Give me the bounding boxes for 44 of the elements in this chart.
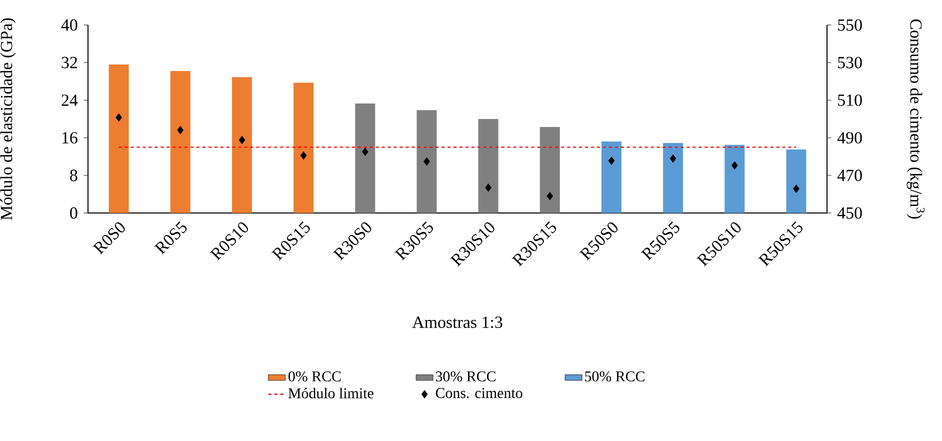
point xyxy=(793,184,800,193)
point xyxy=(424,157,430,166)
bar xyxy=(355,103,376,213)
bar xyxy=(294,82,314,213)
y-axis-title: Módulo de elasticidade (GPa) xyxy=(0,18,16,220)
legend-label: 50% RCC xyxy=(585,371,644,382)
y2-tick-label: 470 xyxy=(837,170,862,182)
y2-tick-label: 510 xyxy=(838,94,862,106)
bar xyxy=(663,142,684,213)
point xyxy=(362,148,368,156)
point xyxy=(608,156,615,165)
legend-label: 30% RCC xyxy=(436,371,496,382)
bar xyxy=(786,150,806,213)
y-tick-label: 8 xyxy=(70,170,78,182)
legend-label: 0% RCC xyxy=(288,371,341,382)
y-tick-label: 24 xyxy=(62,94,78,106)
point xyxy=(546,192,554,200)
point xyxy=(116,113,122,122)
legend-label: Cons. cimento xyxy=(436,388,522,398)
point xyxy=(670,154,676,163)
y2-axis-title: Consumo de cimento (kg/m$^{3}$) xyxy=(906,19,925,219)
bar xyxy=(540,126,560,213)
point xyxy=(485,183,492,192)
bar xyxy=(108,64,129,213)
x-axis-title: Amostras 1:3 xyxy=(412,316,502,328)
bar xyxy=(478,119,498,213)
y2-tick-label: 450 xyxy=(837,207,862,219)
y2-tick-label: 530 xyxy=(838,56,862,68)
bar xyxy=(601,142,622,213)
bar xyxy=(170,71,190,213)
point xyxy=(731,161,738,170)
bar xyxy=(724,144,745,213)
point xyxy=(177,126,184,134)
y2-tick-label: 490 xyxy=(837,132,862,144)
y-tick-label: 0 xyxy=(70,207,78,219)
point xyxy=(300,151,307,160)
y-tick-label: 40 xyxy=(61,19,78,31)
y-tick-label: 32 xyxy=(62,56,77,68)
y2-tick-label: 550 xyxy=(838,19,862,31)
bar xyxy=(232,77,252,213)
legend-label: Módulo limite xyxy=(288,388,374,398)
point xyxy=(238,136,246,144)
bar xyxy=(416,110,437,213)
y-tick-label: 16 xyxy=(62,132,78,144)
